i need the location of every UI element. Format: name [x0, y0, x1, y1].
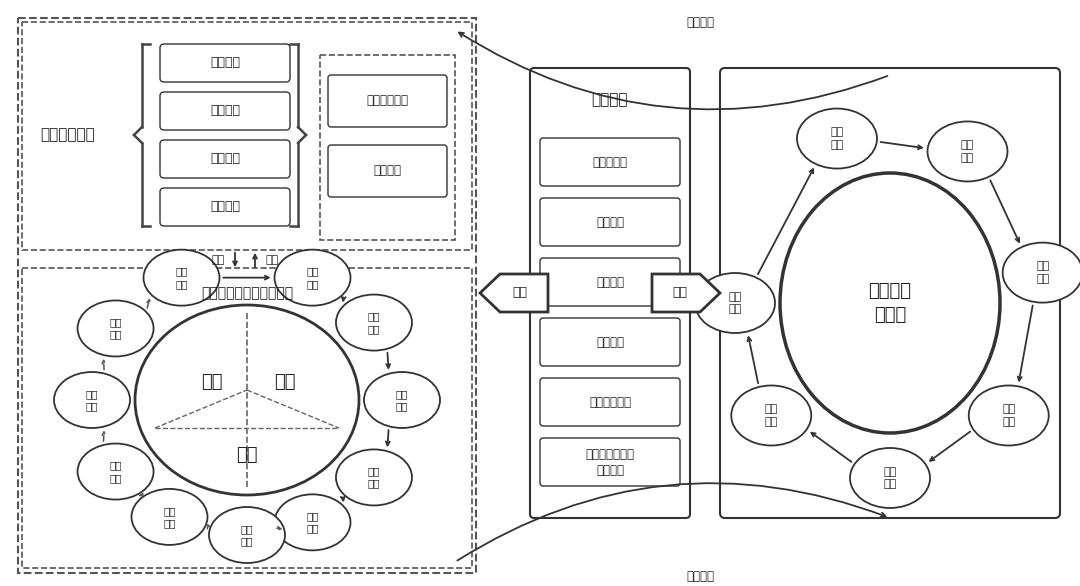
Text: 课后: 课后 [237, 446, 258, 464]
Text: 评价量规制定: 评价量规制定 [366, 94, 408, 107]
FancyBboxPatch shape [328, 75, 447, 127]
Text: 随堂
检测: 随堂 检测 [367, 466, 380, 489]
Text: 集体
备课: 集体 备课 [831, 127, 843, 150]
Ellipse shape [78, 301, 153, 356]
Text: 合作能力: 合作能力 [210, 152, 240, 165]
Ellipse shape [928, 121, 1008, 182]
Bar [18, 18, 476, 573]
Polygon shape [652, 274, 720, 312]
Ellipse shape [797, 108, 877, 169]
Text: 观课
议课: 观课 议课 [1036, 261, 1050, 284]
Text: 国家中小学智慧
教育平台: 国家中小学智慧 教育平台 [585, 448, 635, 476]
Bar [22, 268, 472, 568]
Text: 课前: 课前 [201, 373, 222, 391]
FancyBboxPatch shape [540, 318, 680, 366]
Bar [320, 55, 455, 240]
FancyBboxPatch shape [160, 188, 291, 226]
Ellipse shape [336, 449, 411, 506]
Text: 交流
反馈: 交流 反馈 [109, 317, 122, 340]
FancyBboxPatch shape [540, 438, 680, 486]
FancyBboxPatch shape [540, 378, 680, 426]
FancyBboxPatch shape [160, 44, 291, 82]
Text: 学习能力: 学习能力 [210, 56, 240, 70]
Text: 改进实施: 改进实施 [686, 15, 714, 29]
Text: 希沃白板: 希沃白板 [596, 216, 624, 229]
FancyBboxPatch shape [720, 68, 1059, 518]
Ellipse shape [78, 444, 153, 499]
Text: 方法
创新: 方法 创新 [765, 404, 778, 427]
Ellipse shape [274, 250, 351, 306]
Bar [22, 22, 472, 250]
Ellipse shape [54, 372, 130, 428]
Text: 巩固
提升: 巩固 提升 [307, 511, 319, 533]
Text: 微课
辅助: 微课 辅助 [367, 311, 380, 334]
FancyBboxPatch shape [540, 138, 680, 186]
Text: 任务
布置: 任务 布置 [109, 461, 122, 483]
Text: 专题
学习: 专题 学习 [1002, 404, 1015, 427]
Text: 集体
反思: 集体 反思 [728, 292, 742, 314]
Text: 及时
反馈: 及时 反馈 [241, 524, 253, 546]
Text: 课中: 课中 [274, 373, 296, 391]
Ellipse shape [132, 489, 207, 545]
FancyBboxPatch shape [530, 68, 690, 518]
Ellipse shape [135, 305, 359, 495]
Text: 实践反馈: 实践反馈 [686, 570, 714, 582]
Text: 成果
凝练: 成果 凝练 [883, 467, 896, 489]
Ellipse shape [696, 273, 775, 333]
Text: 创新能力: 创新能力 [210, 200, 240, 213]
Text: 信息技术融合的教学活动: 信息技术融合的教学活动 [201, 286, 293, 300]
Ellipse shape [731, 386, 811, 445]
Ellipse shape [274, 495, 351, 550]
FancyBboxPatch shape [160, 140, 291, 178]
Text: 线上线下
相结合: 线上线下 相结合 [868, 282, 912, 324]
Text: 自主
预习: 自主 预习 [85, 389, 98, 411]
Text: 总结
反思: 总结 反思 [163, 506, 176, 528]
Polygon shape [480, 274, 548, 312]
Text: 录播教室: 录播教室 [596, 336, 624, 349]
Text: 实物展台: 实物展台 [596, 275, 624, 288]
Ellipse shape [144, 250, 219, 306]
Ellipse shape [1002, 243, 1080, 302]
Text: 白板
激趣: 白板 激趣 [395, 389, 408, 411]
FancyBboxPatch shape [540, 258, 680, 306]
FancyBboxPatch shape [540, 198, 680, 246]
Text: 课例
示范: 课例 示范 [961, 140, 974, 163]
Text: 微课制作软件: 微课制作软件 [589, 396, 631, 408]
Text: 核心素养目标: 核心素养目标 [41, 128, 95, 142]
Ellipse shape [780, 173, 1000, 433]
Text: 评价前置: 评价前置 [374, 165, 402, 178]
FancyBboxPatch shape [328, 145, 447, 197]
Text: 反馈: 反馈 [265, 255, 279, 265]
Ellipse shape [336, 295, 411, 350]
Text: 技术支持: 技术支持 [592, 93, 629, 107]
Text: 多媒体教室: 多媒体教室 [593, 155, 627, 169]
Ellipse shape [364, 372, 440, 428]
Text: 以学
定教: 以学 定教 [175, 267, 188, 289]
Text: 创设
情境: 创设 情境 [307, 267, 319, 289]
Text: 支持: 支持 [513, 287, 527, 299]
Text: 指导: 指导 [212, 255, 225, 265]
Ellipse shape [969, 386, 1049, 445]
Ellipse shape [210, 507, 285, 563]
Text: 支持: 支持 [673, 287, 688, 299]
Ellipse shape [850, 448, 930, 508]
Text: 沟通能力: 沟通能力 [210, 104, 240, 118]
FancyBboxPatch shape [160, 92, 291, 130]
